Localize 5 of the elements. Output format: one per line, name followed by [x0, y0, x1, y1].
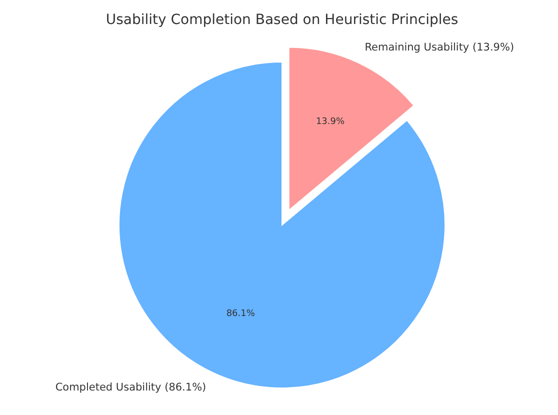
data-label: 13.9%: [316, 117, 345, 128]
slice-label: Remaining Usability (13.9%): [364, 42, 514, 54]
data-label: 86.1%: [226, 309, 256, 320]
chart-title: Usability Completion Based on Heuristic Principles: [106, 12, 458, 28]
slice-label: Completed Usability (86.1%): [55, 381, 206, 394]
